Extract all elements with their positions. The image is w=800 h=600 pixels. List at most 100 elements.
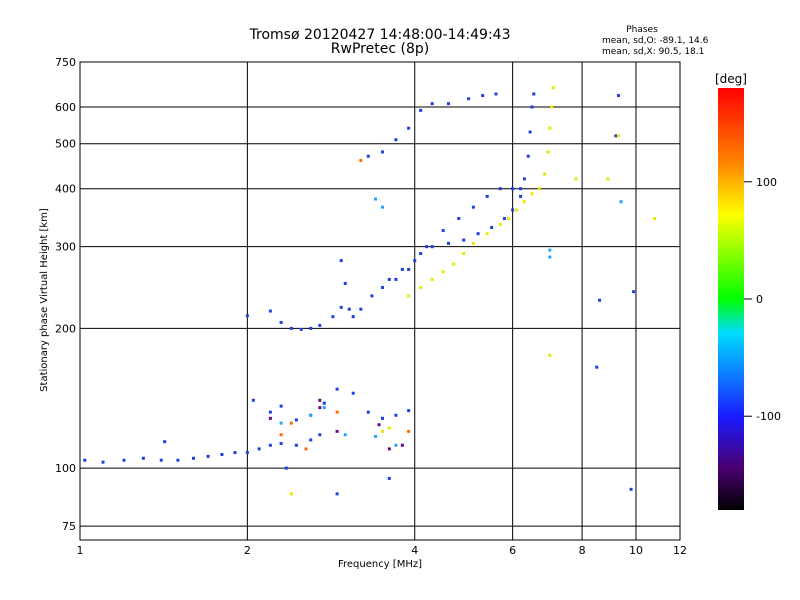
data-point (446, 241, 450, 245)
y-tick-label: 100 (55, 462, 76, 475)
data-point (419, 252, 423, 256)
data-point (400, 267, 404, 271)
data-point (515, 208, 519, 212)
y-tick-label: 600 (55, 101, 76, 114)
data-point (299, 327, 303, 331)
data-point (347, 307, 351, 311)
data-point (335, 492, 339, 496)
data-point (322, 406, 326, 410)
data-point (331, 315, 335, 319)
data-point (176, 458, 180, 462)
data-point (616, 134, 620, 138)
data-point (522, 200, 526, 204)
y-tick-label: 300 (55, 241, 76, 254)
x-tick-label: 6 (509, 544, 516, 557)
data-point (498, 187, 502, 191)
data-point (387, 277, 391, 281)
data-point (394, 138, 398, 142)
data-point (268, 410, 272, 414)
data-point (511, 187, 515, 191)
data-point (407, 126, 411, 130)
data-point (452, 262, 456, 266)
colorbar-tick-label: -100 (756, 410, 781, 423)
data-point (548, 248, 552, 252)
data-point (257, 447, 261, 451)
data-point (268, 309, 272, 313)
data-point (380, 205, 384, 209)
data-point (498, 222, 502, 226)
data-point (430, 102, 434, 106)
data-point (309, 413, 313, 417)
data-point (467, 97, 471, 101)
data-point (619, 200, 623, 204)
data-point (526, 154, 530, 158)
colorbar-tick-label: 0 (756, 293, 763, 306)
data-point (537, 187, 541, 191)
data-point (476, 232, 480, 236)
data-point (380, 416, 384, 420)
data-point (574, 177, 578, 181)
data-point (546, 150, 550, 154)
data-point (387, 447, 391, 451)
x-axis-label: Frequency [MHz] (338, 559, 422, 570)
data-point (530, 192, 534, 196)
data-point (284, 466, 288, 470)
data-point (430, 277, 434, 281)
data-point (407, 267, 411, 271)
data-point (318, 323, 322, 327)
data-point (141, 456, 145, 460)
phases-o-stats: mean, sd,O: -89.1, 14.6 (602, 36, 709, 46)
data-point (304, 447, 308, 451)
data-point (522, 177, 526, 181)
data-point (394, 443, 398, 447)
data-point (380, 429, 384, 433)
data-point (394, 413, 398, 417)
x-tick-label: 12 (673, 544, 687, 557)
data-point (441, 270, 445, 274)
data-point (614, 134, 618, 138)
data-point (394, 277, 398, 281)
data-point (318, 406, 322, 410)
data-point (351, 391, 355, 395)
grid (80, 62, 680, 540)
data-point (387, 426, 391, 430)
data-point (191, 456, 195, 460)
data-point (122, 458, 126, 462)
data-point (206, 454, 210, 458)
data-point (343, 281, 347, 285)
data-point (507, 217, 511, 221)
data-point (407, 409, 411, 413)
data-point (490, 225, 494, 229)
x-tick-label: 10 (629, 544, 643, 557)
data-point (606, 177, 610, 181)
data-point (430, 245, 434, 249)
data-point (370, 294, 374, 298)
data-point (598, 298, 602, 302)
data-point (245, 314, 249, 318)
data-point (407, 429, 411, 433)
data-point (294, 443, 298, 447)
colorbar-label: [deg] (715, 72, 747, 86)
data-point (289, 421, 293, 425)
data-point (441, 229, 445, 233)
data-point (220, 452, 224, 456)
phases-heading: Phases (626, 25, 658, 35)
data-point (339, 259, 343, 263)
x-tick-label: 4 (411, 544, 418, 557)
data-point (407, 294, 411, 298)
x-axis-ticks: 1 2 4 6 8 10 12 (77, 544, 688, 557)
data-point (377, 423, 381, 427)
data-point (309, 326, 313, 330)
data-point (339, 305, 343, 309)
data-point (318, 398, 322, 402)
data-point (380, 150, 384, 154)
colorbar-ticks: 100 0 -100 (744, 176, 781, 423)
data-point (425, 245, 429, 249)
data-point (294, 418, 298, 422)
data-point (289, 492, 293, 496)
data-point (616, 94, 620, 98)
data-point (502, 217, 506, 221)
colorbar (718, 88, 744, 510)
phases-x-stats: mean, sd,X: 90.5, 18.1 (602, 47, 704, 57)
data-point (457, 217, 461, 221)
